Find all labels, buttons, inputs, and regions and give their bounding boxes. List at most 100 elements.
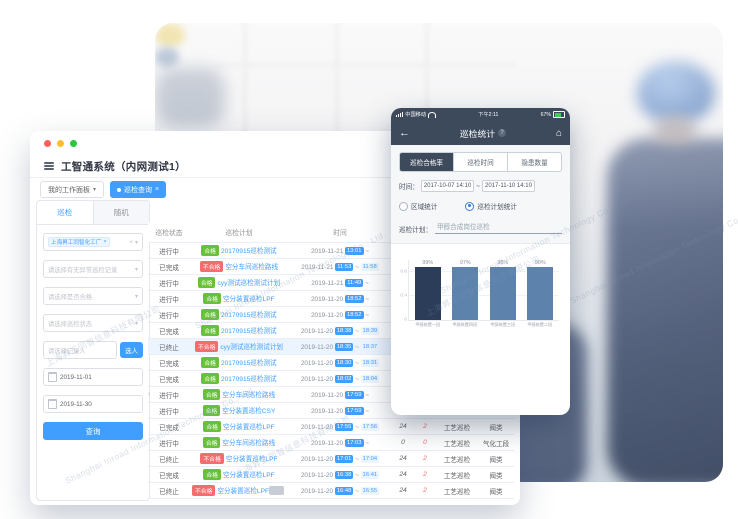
qualified-select[interactable]: 请选择是否合格 ▾ bbox=[43, 287, 143, 305]
tab-my-workspace[interactable]: 我的工作面板 ▾ bbox=[40, 181, 105, 198]
minimize-window-icon[interactable] bbox=[57, 140, 64, 147]
query-button[interactable]: 查询 bbox=[43, 422, 143, 440]
points-cell: 0 bbox=[392, 434, 414, 451]
start-time-chip: 18:30 bbox=[334, 358, 354, 367]
plan-link[interactable]: 空分车间巡检路线 bbox=[225, 263, 279, 271]
segment-hazard-count[interactable]: 隐患数量 bbox=[507, 153, 561, 171]
table-row[interactable]: 已终止 不合格 空分装置巡检LPF 2019-11-20 17:01 ~ 17:04 2… bbox=[148, 450, 514, 467]
date-text: 2019-11-20 bbox=[300, 423, 335, 431]
end-time-chip: 18:04 bbox=[360, 374, 380, 383]
time-to-field[interactable]: 2017-11-10 14:10 bbox=[482, 180, 535, 192]
time-tilde: ~ bbox=[353, 455, 361, 463]
plan-link[interactable]: 20170915巡检测试 bbox=[220, 311, 277, 319]
area-cell: 阀类 bbox=[478, 450, 514, 467]
segment-inspection-time[interactable]: 巡检时间 bbox=[453, 153, 507, 171]
date-to-input[interactable]: 2019-11-30 bbox=[43, 395, 143, 413]
time-tilde: ~ bbox=[353, 487, 361, 495]
table-row[interactable]: 进行中 合格 空分车间巡检路线 2019-11-20 17:03 ~ 0 0 工艺巡检 气化… bbox=[148, 434, 514, 451]
plan-value-field[interactable]: 甲醇合成岗位巡检 bbox=[434, 221, 562, 234]
select-placeholder: 请选择有无异常巡检记录 bbox=[48, 266, 118, 274]
start-time-chip: 17:01 bbox=[334, 454, 354, 463]
time-separator: ~ bbox=[476, 182, 481, 190]
end-time-chip: 17:04 bbox=[360, 454, 380, 463]
plan-link[interactable]: 空分装置巡检CSY bbox=[222, 407, 276, 415]
type-cell: 工艺巡检 bbox=[436, 482, 478, 499]
pick-person-button[interactable]: 选人 bbox=[120, 342, 143, 358]
recorder-input[interactable]: 请选择记录人 bbox=[43, 341, 117, 359]
time-cell: 2019-11-20 17:03 ~ bbox=[288, 434, 392, 451]
chevron-down-icon: ▾ bbox=[134, 293, 138, 300]
date-from-input[interactable]: 2019-11-01 bbox=[43, 368, 143, 386]
start-time-chip: 17:59 bbox=[344, 406, 364, 415]
battery-percent: 67% bbox=[540, 111, 551, 118]
sidebar-tab-random[interactable]: 随机 bbox=[113, 208, 129, 217]
plan-link[interactable]: 空分车间巡检路线 bbox=[222, 391, 276, 399]
status-text: 进行中 bbox=[159, 248, 179, 256]
result-badge: 合格 bbox=[201, 325, 219, 337]
plan-link[interactable]: 空分装置巡检LPF bbox=[225, 455, 278, 463]
plan-link[interactable]: 空分装置巡检LPF bbox=[222, 423, 275, 431]
plan-link[interactable]: 20170915巡检测试 bbox=[220, 327, 277, 335]
column-header: 时间 bbox=[288, 222, 392, 243]
back-arrow-icon[interactable]: ← bbox=[399, 127, 410, 139]
points-cell: 24 bbox=[392, 482, 414, 499]
close-window-icon[interactable] bbox=[44, 140, 51, 147]
select-placeholder: 请选择是否合格 bbox=[48, 293, 93, 301]
end-time-chip: 18:39 bbox=[360, 326, 380, 335]
clear-icon[interactable]: × bbox=[129, 238, 133, 246]
status-select[interactable]: 请选择巡检状态 ▾ bbox=[43, 314, 143, 332]
time-cell: 2019-11-21 11:49 ~ bbox=[288, 274, 392, 291]
plan-link[interactable]: 空分装置巡检LPF bbox=[217, 487, 270, 495]
segment-pass-rate[interactable]: 巡检合格率 bbox=[400, 153, 453, 171]
time-from-field[interactable]: 2017-10-07 14:10 bbox=[420, 180, 475, 192]
date-text: 2019-11-21 bbox=[301, 263, 336, 271]
radio-area-stats[interactable]: 区域统计 bbox=[399, 201, 437, 211]
status-text: 进行中 bbox=[159, 312, 179, 320]
workspace-tabs: 我的工作面板 ▾ 巡检查询 × bbox=[40, 181, 167, 198]
radio-checked-icon bbox=[465, 201, 475, 211]
table-row[interactable]: 已完成 合格 空分装置巡检LPF 2019-11-20 16:38 ~ 16:41 24… bbox=[148, 466, 514, 483]
gridline-08 bbox=[409, 271, 559, 272]
plan-link[interactable]: 空分车间巡检路线 bbox=[222, 439, 276, 447]
plan-link[interactable]: cyy测试巡检测试计划 bbox=[220, 343, 284, 351]
ytick-label: 0.8 bbox=[400, 269, 407, 275]
plan-link[interactable]: 20170915巡检测试 bbox=[220, 247, 277, 255]
type-cell: 工艺巡检 bbox=[436, 450, 478, 467]
plan-link[interactable]: 空分装置巡检LPF bbox=[222, 471, 275, 479]
time-tilde: ~ bbox=[353, 343, 361, 351]
bar[interactable] bbox=[452, 267, 479, 320]
tab-inspection-query[interactable]: 巡检查询 × bbox=[110, 181, 167, 198]
bar[interactable] bbox=[527, 267, 554, 320]
plan-link[interactable]: 20170915巡检测试 bbox=[220, 359, 277, 367]
time-tilde: ~ bbox=[353, 375, 361, 383]
status-text: 进行中 bbox=[159, 408, 179, 416]
plan-label: 巡检计划： bbox=[399, 227, 432, 234]
home-icon[interactable]: ⌂ bbox=[555, 127, 562, 139]
org-select[interactable]: 上海昇工同智化工厂 × × ▾ bbox=[43, 233, 143, 251]
radio-plan-stats[interactable]: 巡检计划统计 bbox=[465, 201, 517, 211]
app-header: 工智通系统（内网测试1） bbox=[30, 155, 520, 178]
table-row[interactable]: 已完成 合格 空分装置巡检LPF 2019-11-20 17:55 ~ 17:56 24… bbox=[148, 418, 514, 435]
recorder-row: 请选择记录人 选人 bbox=[43, 341, 143, 359]
menu-icon[interactable] bbox=[44, 162, 54, 170]
table-row[interactable]: 已终止 不合格 空分装置巡检LPF 2019-11-20 16:48 ~ 16:55 2… bbox=[148, 482, 514, 499]
date-text: 2019-11-20 bbox=[300, 327, 335, 335]
plan-cell: 合格 20170915巡检测试 bbox=[190, 306, 288, 323]
time-cell: 2019-11-20 16:38 ~ 16:41 bbox=[288, 466, 392, 483]
sidebar-tab-inspection[interactable]: 巡检 bbox=[37, 201, 94, 224]
close-tab-icon[interactable]: × bbox=[155, 186, 160, 193]
bar[interactable] bbox=[414, 267, 441, 320]
maximize-window-icon[interactable] bbox=[70, 140, 77, 147]
remove-tag-icon[interactable]: × bbox=[103, 239, 107, 245]
abnormal-record-select[interactable]: 请选择有无异常巡检记录 ▾ bbox=[43, 260, 143, 278]
plan-cell: 不合格 空分装置巡检LPF bbox=[190, 450, 288, 467]
plan-link[interactable]: cyy测试巡检测试计划 bbox=[217, 279, 281, 287]
carrier-label: 中国移动 bbox=[405, 112, 427, 118]
time-tilde: ~ bbox=[363, 247, 370, 255]
bar[interactable] bbox=[489, 267, 516, 320]
help-icon[interactable]: ? bbox=[498, 129, 507, 137]
plan-link[interactable]: 20170915巡检测试 bbox=[220, 375, 277, 383]
status-cell: 已终止 bbox=[148, 482, 190, 499]
plan-link[interactable]: 空分装置巡检LPF bbox=[222, 295, 275, 303]
